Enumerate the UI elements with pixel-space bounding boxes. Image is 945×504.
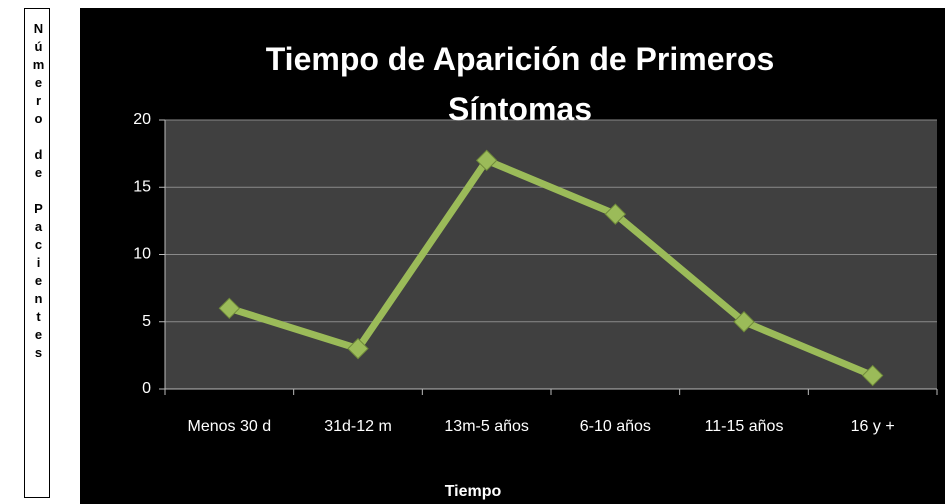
marker: [347, 337, 369, 360]
x-tick-label: 6-10 años: [580, 418, 651, 435]
y-axis-label: Número de Pacientes: [31, 21, 46, 363]
x-tick-label: 31d-12 m: [324, 418, 392, 435]
line: [228, 156, 875, 379]
x-tick-label: 16 y +: [851, 418, 895, 435]
x-axis-label: Tiempo: [445, 483, 502, 500]
marker: [733, 311, 755, 333]
x-tick-label: 13m-5 años: [444, 418, 529, 435]
x-tick-label: Menos 30 d: [188, 418, 272, 435]
y-tick-label: 10: [133, 246, 151, 263]
y-tick-label: 15: [133, 178, 151, 195]
marker: [861, 364, 884, 387]
marker: [604, 203, 627, 225]
marker: [218, 297, 241, 320]
y-tick-label: 0: [142, 380, 151, 397]
chart-title: Tiempo de Aparición de Primeros Síntomas: [265, 41, 775, 127]
marker: [475, 149, 498, 172]
x-tick-label: 11-15 años: [705, 418, 784, 435]
y-tick-label: 5: [142, 313, 151, 330]
y-axis-box: Número de Pacientes: [24, 8, 50, 498]
y-tick-label: 20: [133, 111, 151, 128]
